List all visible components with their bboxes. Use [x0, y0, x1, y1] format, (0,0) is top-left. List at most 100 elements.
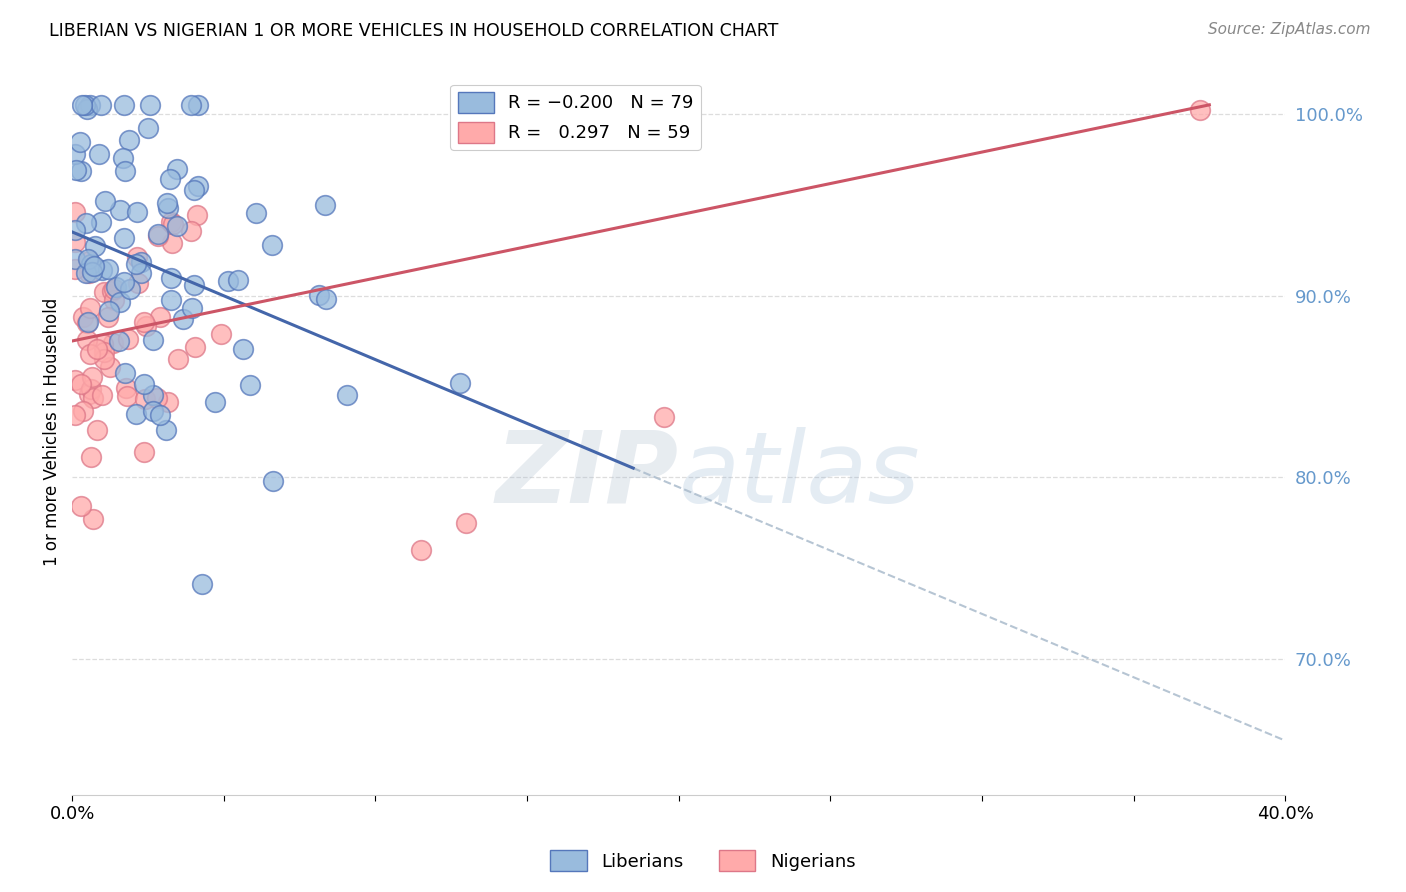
Point: [79, 301, 101, 315]
Point: [112, 151, 135, 165]
Point: [315, 293, 337, 307]
Point: [108, 203, 131, 218]
Point: [159, 215, 181, 229]
Point: [101, 284, 124, 298]
Point: [97, 310, 120, 325]
Point: [97, 262, 120, 277]
Point: [148, 229, 170, 244]
Point: [72, 404, 94, 418]
Point: [91, 388, 114, 402]
Point: [79, 347, 101, 361]
Point: [149, 310, 172, 324]
Point: [204, 395, 226, 409]
Point: [77, 252, 100, 266]
Point: [75, 266, 97, 280]
Point: [93, 345, 115, 359]
Point: [103, 293, 125, 307]
Point: [187, 179, 209, 194]
Point: [180, 98, 202, 112]
Point: [80, 450, 103, 465]
Point: [114, 163, 136, 178]
Point: [101, 336, 124, 351]
Point: [652, 410, 675, 425]
Text: LIBERIAN VS NIGERIAN 1 OR MORE VEHICLES IN HOUSEHOLD CORRELATION CHART: LIBERIAN VS NIGERIAN 1 OR MORE VEHICLES …: [49, 22, 779, 40]
Point: [91, 263, 114, 277]
Point: [1189, 103, 1212, 118]
Point: [142, 333, 165, 347]
Point: [209, 326, 232, 341]
Point: [132, 376, 155, 391]
Point: [129, 266, 152, 280]
Point: [146, 391, 169, 405]
Point: [90, 215, 112, 229]
Point: [456, 516, 478, 530]
Point: [72, 310, 94, 325]
Point: [65, 261, 87, 276]
Point: [129, 254, 152, 268]
Point: [65, 373, 87, 387]
Legend: Liberians, Nigerians: Liberians, Nigerians: [543, 843, 863, 879]
Point: [125, 257, 148, 271]
Point: [65, 408, 87, 422]
Point: [336, 388, 359, 402]
Point: [217, 274, 239, 288]
Point: [89, 146, 111, 161]
Point: [186, 208, 208, 222]
Point: [160, 271, 183, 285]
Point: [80, 382, 103, 396]
Point: [172, 311, 194, 326]
Point: [80, 257, 103, 271]
Point: [156, 196, 179, 211]
Point: [69, 163, 91, 178]
Point: [134, 445, 156, 459]
Point: [108, 295, 131, 310]
Point: [76, 333, 98, 347]
Point: [65, 252, 87, 267]
Point: [127, 250, 149, 264]
Point: [79, 98, 101, 112]
Point: [84, 239, 107, 253]
Point: [94, 194, 117, 208]
Point: [160, 293, 183, 307]
Point: [80, 264, 103, 278]
Point: [239, 378, 262, 392]
Point: [232, 342, 254, 356]
Point: [77, 387, 100, 401]
Point: [141, 388, 163, 402]
Y-axis label: 1 or more Vehicles in Household: 1 or more Vehicles in Household: [44, 298, 60, 566]
Point: [314, 197, 336, 211]
Point: [139, 98, 162, 112]
Point: [90, 98, 112, 112]
Text: atlas: atlas: [679, 427, 921, 524]
Point: [166, 162, 188, 177]
Point: [449, 376, 471, 391]
Point: [134, 315, 156, 329]
Point: [65, 235, 87, 249]
Point: [180, 301, 202, 316]
Point: [183, 278, 205, 293]
Point: [156, 395, 179, 409]
Point: [127, 277, 149, 291]
Point: [184, 340, 207, 354]
Point: [157, 201, 180, 215]
Point: [190, 577, 212, 591]
Point: [228, 273, 250, 287]
Point: [82, 512, 104, 526]
Point: [142, 404, 165, 418]
Point: [118, 133, 141, 147]
Point: [65, 205, 87, 219]
Point: [65, 146, 87, 161]
Point: [183, 183, 205, 197]
Text: Source: ZipAtlas.com: Source: ZipAtlas.com: [1208, 22, 1371, 37]
Point: [149, 408, 172, 422]
Point: [118, 282, 141, 296]
Point: [76, 102, 98, 116]
Point: [86, 342, 108, 356]
Point: [308, 288, 330, 302]
Point: [162, 217, 184, 231]
Point: [134, 392, 156, 407]
Point: [114, 366, 136, 380]
Point: [146, 227, 169, 241]
Point: [117, 389, 139, 403]
Point: [65, 223, 87, 237]
